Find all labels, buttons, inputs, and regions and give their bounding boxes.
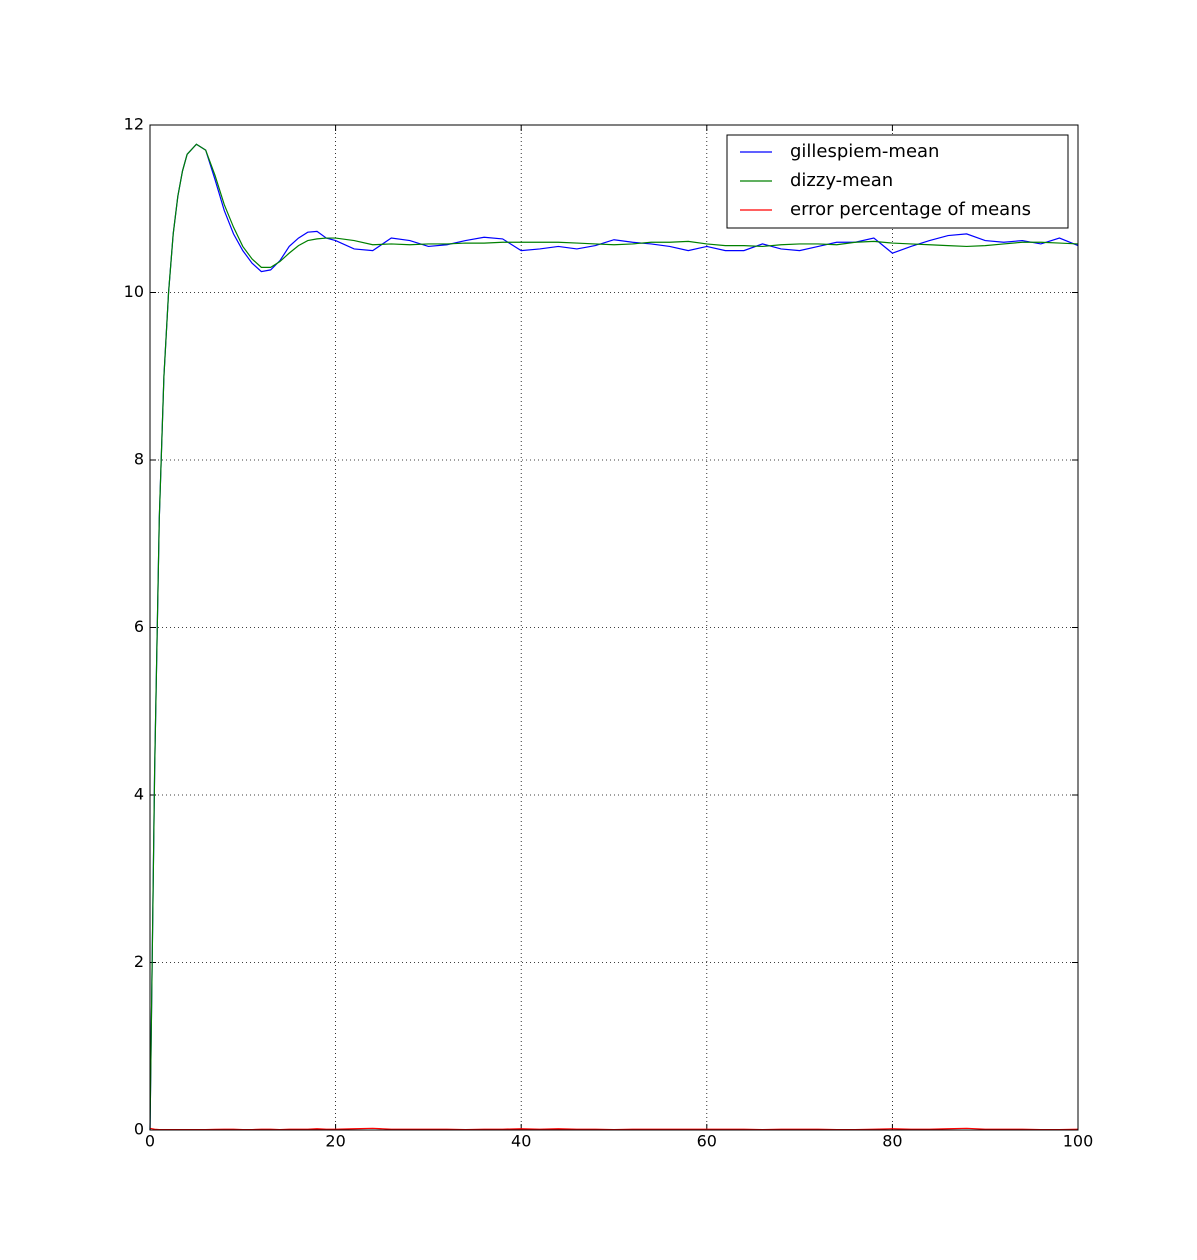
y-tick-label: 10 bbox=[124, 282, 144, 301]
x-tick-label: 20 bbox=[325, 1132, 345, 1151]
legend-label: dizzy-mean bbox=[790, 170, 893, 191]
y-tick-label: 2 bbox=[134, 952, 144, 971]
x-tick-label: 60 bbox=[697, 1132, 717, 1151]
legend-box bbox=[726, 134, 1069, 229]
y-tick-label: 0 bbox=[134, 1120, 144, 1139]
series-line bbox=[149, 1127, 1079, 1131]
x-tick-label: 0 bbox=[145, 1132, 155, 1151]
y-tick-label: 4 bbox=[134, 785, 144, 804]
series-line bbox=[149, 143, 1079, 1131]
y-tick-label: 8 bbox=[134, 450, 144, 469]
legend-label: gillespiem-mean bbox=[790, 141, 939, 162]
x-tick-label: 100 bbox=[1063, 1132, 1094, 1151]
series-line bbox=[149, 143, 1079, 1131]
plot-frame bbox=[149, 124, 1079, 1131]
y-tick-label: 6 bbox=[134, 617, 144, 636]
legend-label: error percentage of means bbox=[790, 199, 1031, 220]
y-tick-label: 12 bbox=[124, 115, 144, 134]
x-tick-label: 40 bbox=[511, 1132, 531, 1151]
x-tick-label: 80 bbox=[882, 1132, 902, 1151]
